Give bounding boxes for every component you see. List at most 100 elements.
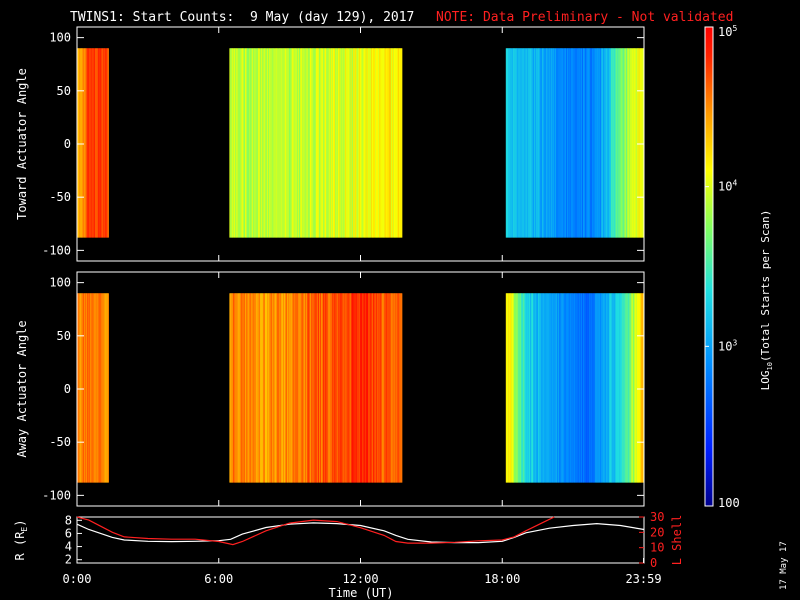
heatmap-column bbox=[264, 293, 267, 483]
heatmap-column bbox=[319, 293, 321, 483]
heatmap-column bbox=[545, 48, 547, 238]
heatmap-column bbox=[360, 293, 362, 483]
heatmap-column bbox=[592, 293, 594, 483]
heatmap-column bbox=[336, 48, 338, 238]
heatmap-column bbox=[607, 293, 609, 483]
heatmap-column bbox=[336, 293, 338, 483]
heatmap-column bbox=[578, 48, 581, 238]
heatmap-column bbox=[515, 48, 517, 238]
heatmap-column bbox=[545, 293, 547, 483]
heatmap-column bbox=[592, 293, 595, 483]
r-tick-label: 2 bbox=[65, 553, 72, 567]
heatmap-column bbox=[526, 293, 528, 483]
heatmap-column bbox=[594, 293, 596, 483]
heatmap-column bbox=[361, 48, 363, 238]
heatmap-column bbox=[268, 293, 271, 483]
heatmap-column bbox=[370, 48, 372, 238]
heatmap-column bbox=[255, 48, 257, 238]
heatmap-column bbox=[265, 48, 267, 238]
heatmap-column bbox=[588, 293, 590, 483]
heatmap-column bbox=[269, 48, 271, 238]
heatmap-column bbox=[375, 48, 377, 238]
heatmap-column bbox=[522, 293, 524, 483]
heatmap-column bbox=[638, 48, 640, 238]
heatmap-column bbox=[525, 293, 527, 483]
heatmap-column bbox=[339, 48, 341, 238]
heatmap-column bbox=[556, 293, 559, 483]
lshell-tick-label: 0 bbox=[650, 556, 657, 570]
heatmap-column bbox=[564, 48, 566, 238]
heatmap-column bbox=[599, 293, 601, 483]
heatmap-column bbox=[247, 293, 249, 483]
heatmap-column bbox=[386, 48, 388, 238]
heatmap-column bbox=[308, 293, 311, 483]
heatmap-column bbox=[240, 293, 242, 483]
heatmap-column bbox=[288, 293, 290, 483]
heatmap-column bbox=[558, 293, 560, 483]
heatmap-column bbox=[360, 293, 363, 483]
heatmap-column bbox=[348, 293, 350, 483]
heatmap-column bbox=[584, 48, 586, 238]
heatmap-column bbox=[105, 48, 107, 238]
heatmap-column bbox=[631, 293, 633, 483]
heatmap-column bbox=[256, 293, 259, 483]
heatmap-column bbox=[357, 48, 360, 238]
heatmap-column bbox=[313, 293, 315, 483]
heatmap-column bbox=[615, 293, 618, 483]
heatmap-column bbox=[263, 48, 265, 238]
heatmap-column bbox=[523, 293, 526, 483]
heatmap-column bbox=[545, 48, 548, 238]
heatmap-column bbox=[398, 48, 400, 238]
heatmap-column bbox=[290, 48, 293, 238]
heatmap-column bbox=[316, 48, 318, 238]
heatmap-column bbox=[308, 293, 310, 483]
heatmap-column bbox=[88, 293, 91, 483]
heatmap-column bbox=[548, 293, 551, 483]
heatmap-column bbox=[574, 293, 577, 483]
heatmap-column bbox=[573, 293, 575, 483]
heatmap-column bbox=[390, 48, 393, 238]
heatmap-column bbox=[335, 48, 337, 238]
heatmap-column bbox=[589, 48, 592, 238]
heatmap-column bbox=[95, 293, 98, 483]
heatmap-column bbox=[98, 48, 100, 238]
heatmap-column bbox=[390, 48, 392, 238]
heatmap-column bbox=[97, 48, 99, 238]
heatmap-column bbox=[234, 293, 237, 483]
time-tick-label: 18:00 bbox=[484, 572, 520, 586]
heatmap-column bbox=[105, 293, 107, 483]
heatmap-column bbox=[381, 48, 383, 238]
heatmap-column bbox=[570, 48, 573, 238]
heatmap-column bbox=[343, 293, 345, 483]
heatmap-column bbox=[544, 293, 546, 483]
heatmap-column bbox=[230, 293, 232, 483]
heatmap-column bbox=[235, 48, 237, 238]
heatmap-column bbox=[96, 293, 98, 483]
heatmap-column bbox=[249, 48, 252, 238]
heatmap-column bbox=[567, 293, 570, 483]
heatmap-column bbox=[605, 48, 607, 238]
heatmap-column bbox=[277, 293, 279, 483]
heatmap-column bbox=[510, 48, 512, 238]
heatmap-column bbox=[610, 48, 612, 238]
y-tick-label: -50 bbox=[49, 435, 71, 449]
heatmap-column bbox=[90, 293, 92, 483]
heatmap-column bbox=[594, 48, 596, 238]
heatmap-column bbox=[514, 293, 516, 483]
heatmap-column bbox=[582, 293, 585, 483]
heatmap-column bbox=[385, 48, 387, 238]
heatmap-column bbox=[637, 293, 640, 483]
heatmap-column bbox=[563, 48, 566, 238]
heatmap-column bbox=[367, 48, 370, 238]
heatmap-column bbox=[538, 48, 541, 238]
heatmap-column bbox=[315, 48, 317, 238]
heatmap-column bbox=[589, 293, 591, 483]
heatmap-column bbox=[566, 293, 568, 483]
heatmap-column bbox=[79, 48, 81, 238]
heatmap-column bbox=[595, 48, 597, 238]
heatmap-column bbox=[103, 48, 105, 238]
heatmap-column bbox=[367, 293, 369, 483]
heatmap-column bbox=[241, 293, 243, 483]
heatmap-column bbox=[358, 293, 360, 483]
heatmap-column bbox=[632, 293, 634, 483]
